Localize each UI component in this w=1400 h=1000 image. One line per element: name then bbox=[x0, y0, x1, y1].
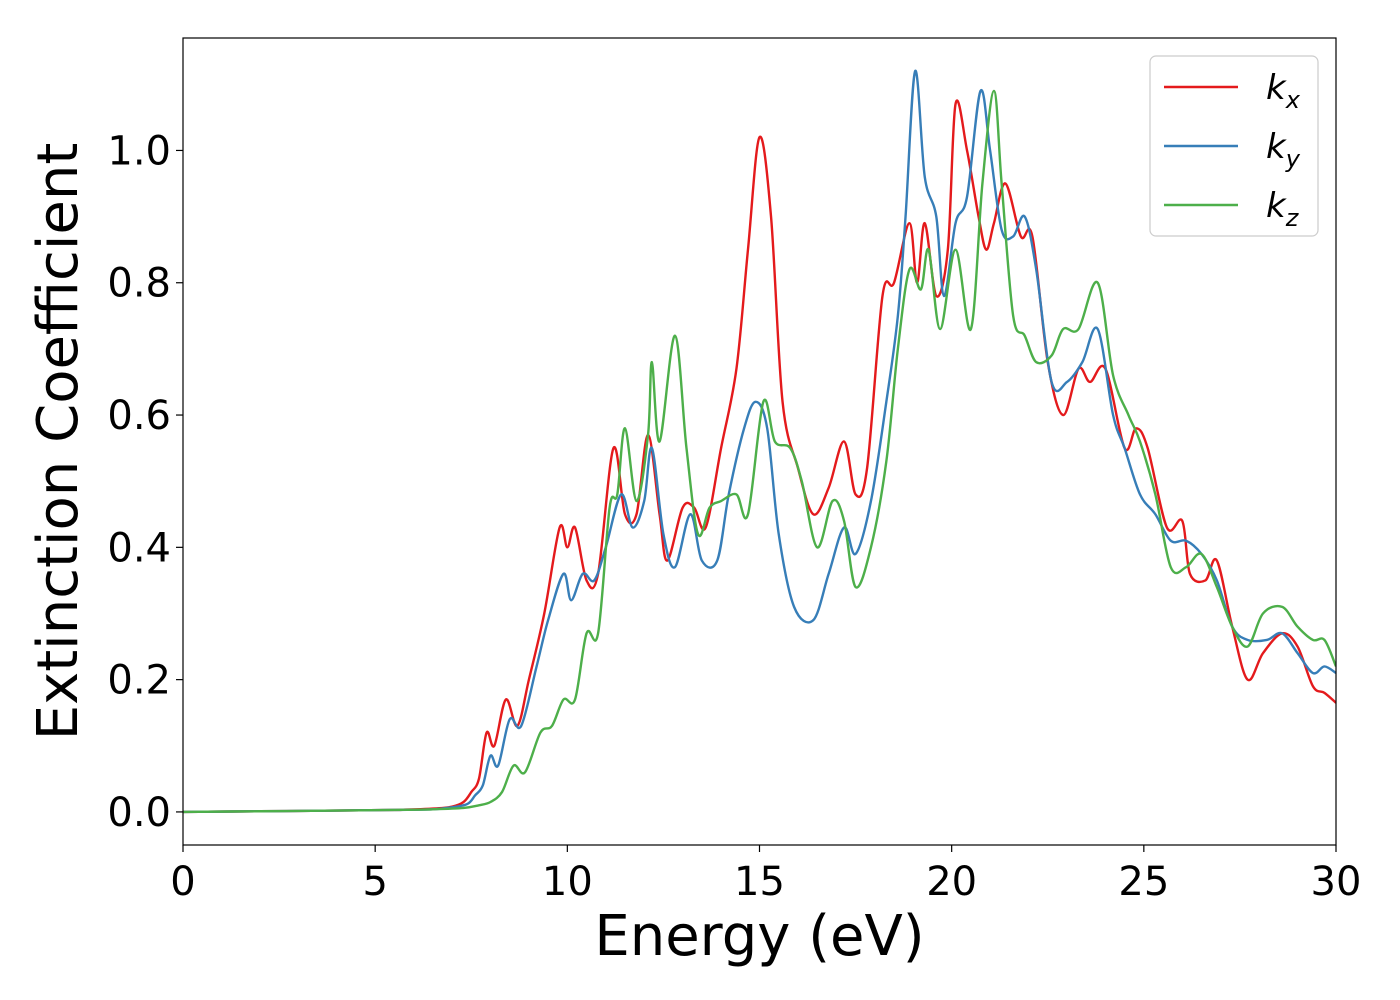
x-tick-label: 10 bbox=[542, 859, 593, 905]
y-tick-label: 0.2 bbox=[107, 658, 171, 704]
y-axis-title: Extinction Coefficient bbox=[26, 143, 91, 741]
x-axis-ticks: 0 5 10 15 20 25 30 bbox=[170, 845, 1361, 905]
legend: kx ky kz bbox=[1149, 55, 1319, 237]
series-line-kx bbox=[183, 99, 1336, 814]
x-tick-label: 0 bbox=[170, 859, 195, 905]
x-tick-label: 25 bbox=[1118, 859, 1169, 905]
y-axis-ticks: 0.0 0.2 0.4 0.6 0.8 1.0 bbox=[107, 128, 183, 836]
series-line-ky bbox=[183, 69, 1336, 814]
y-tick-label: 0.0 bbox=[107, 790, 171, 836]
y-tick-label: 0.6 bbox=[107, 393, 171, 439]
x-tick-label: 5 bbox=[362, 859, 387, 905]
y-tick-label: 0.8 bbox=[107, 261, 171, 307]
x-axis-title: Energy (eV) bbox=[594, 904, 924, 969]
legend-label-kz: kz bbox=[1266, 186, 1300, 232]
legend-label-ky: ky bbox=[1266, 127, 1301, 173]
series-lines bbox=[183, 69, 1336, 814]
y-tick-label: 1.0 bbox=[107, 128, 171, 174]
y-tick-label: 0.4 bbox=[107, 525, 171, 571]
x-tick-label: 20 bbox=[926, 859, 977, 905]
x-tick-label: 15 bbox=[734, 859, 785, 905]
legend-label-kx: kx bbox=[1266, 68, 1301, 114]
x-tick-label: 30 bbox=[1311, 859, 1362, 905]
series-line-kz bbox=[183, 89, 1336, 814]
